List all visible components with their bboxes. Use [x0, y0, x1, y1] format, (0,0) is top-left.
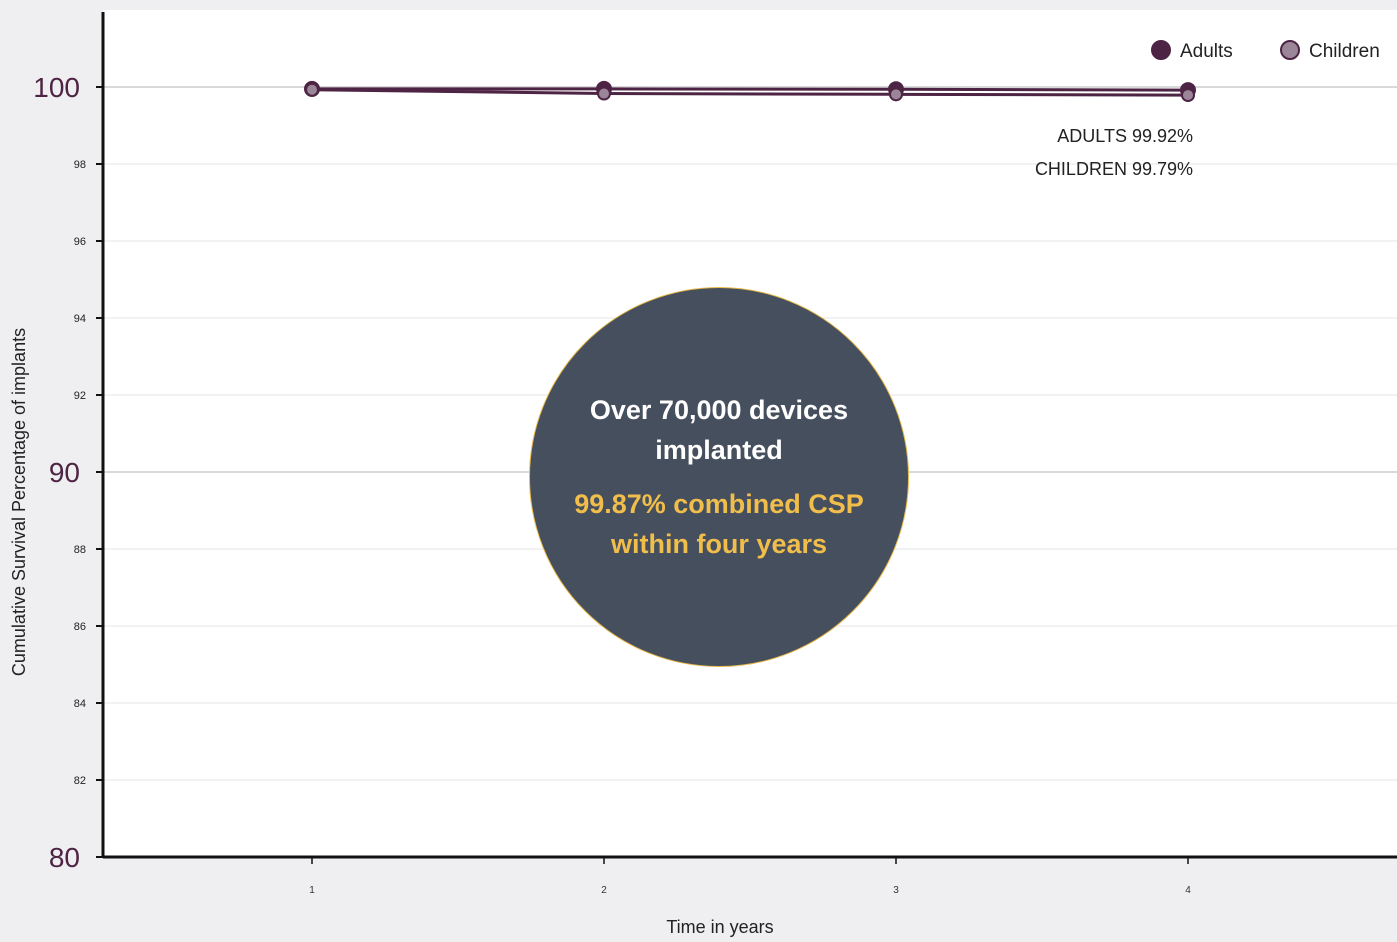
data-point-children [597, 86, 611, 101]
series-line-adults [312, 87, 1189, 92]
data-point-children [889, 87, 903, 102]
y-tick-label: 82 [74, 775, 86, 787]
series-line-children [311, 88, 1189, 97]
y-tick-label: 88 [74, 544, 86, 556]
legend-label-adults: Adults [1180, 41, 1233, 62]
x-tick-label: 1 [309, 885, 315, 896]
y-tick-label: 98 [74, 159, 86, 171]
callout-headline: Over 70,000 devices implanted [589, 395, 849, 465]
annotation-children: CHILDREN 99.79% [1035, 159, 1193, 179]
y-tick-label: 90 [49, 457, 80, 488]
y-tick-label: 84 [74, 698, 86, 710]
legend-marker-adults [1151, 40, 1171, 60]
callout-subline: 99.87% combined CSP within four years [574, 489, 864, 559]
callout-circle: Over 70,000 devices implanted 99.87% com… [529, 287, 909, 667]
y-tick-label: 92 [74, 390, 86, 402]
data-point-children [1181, 88, 1195, 103]
x-tick-label: 4 [1185, 885, 1191, 896]
annotation-adults: ADULTS 99.92% [1057, 126, 1193, 146]
y-tick-label: 96 [74, 236, 86, 248]
y-tick-label: 80 [49, 842, 80, 873]
y-axis-label: Cumulative Survival Percentage of implan… [9, 328, 29, 676]
y-tick-label: 100 [33, 72, 80, 103]
y-tick-label: 86 [74, 621, 86, 633]
y-tick-label: 94 [74, 313, 86, 325]
legend-label-children: Children [1309, 41, 1380, 62]
x-tick-label: 2 [601, 885, 607, 896]
legend-marker-children [1280, 40, 1300, 60]
data-point-children [305, 82, 319, 97]
x-tick-label: 3 [893, 885, 899, 896]
x-axis-label: Time in years [666, 917, 773, 937]
